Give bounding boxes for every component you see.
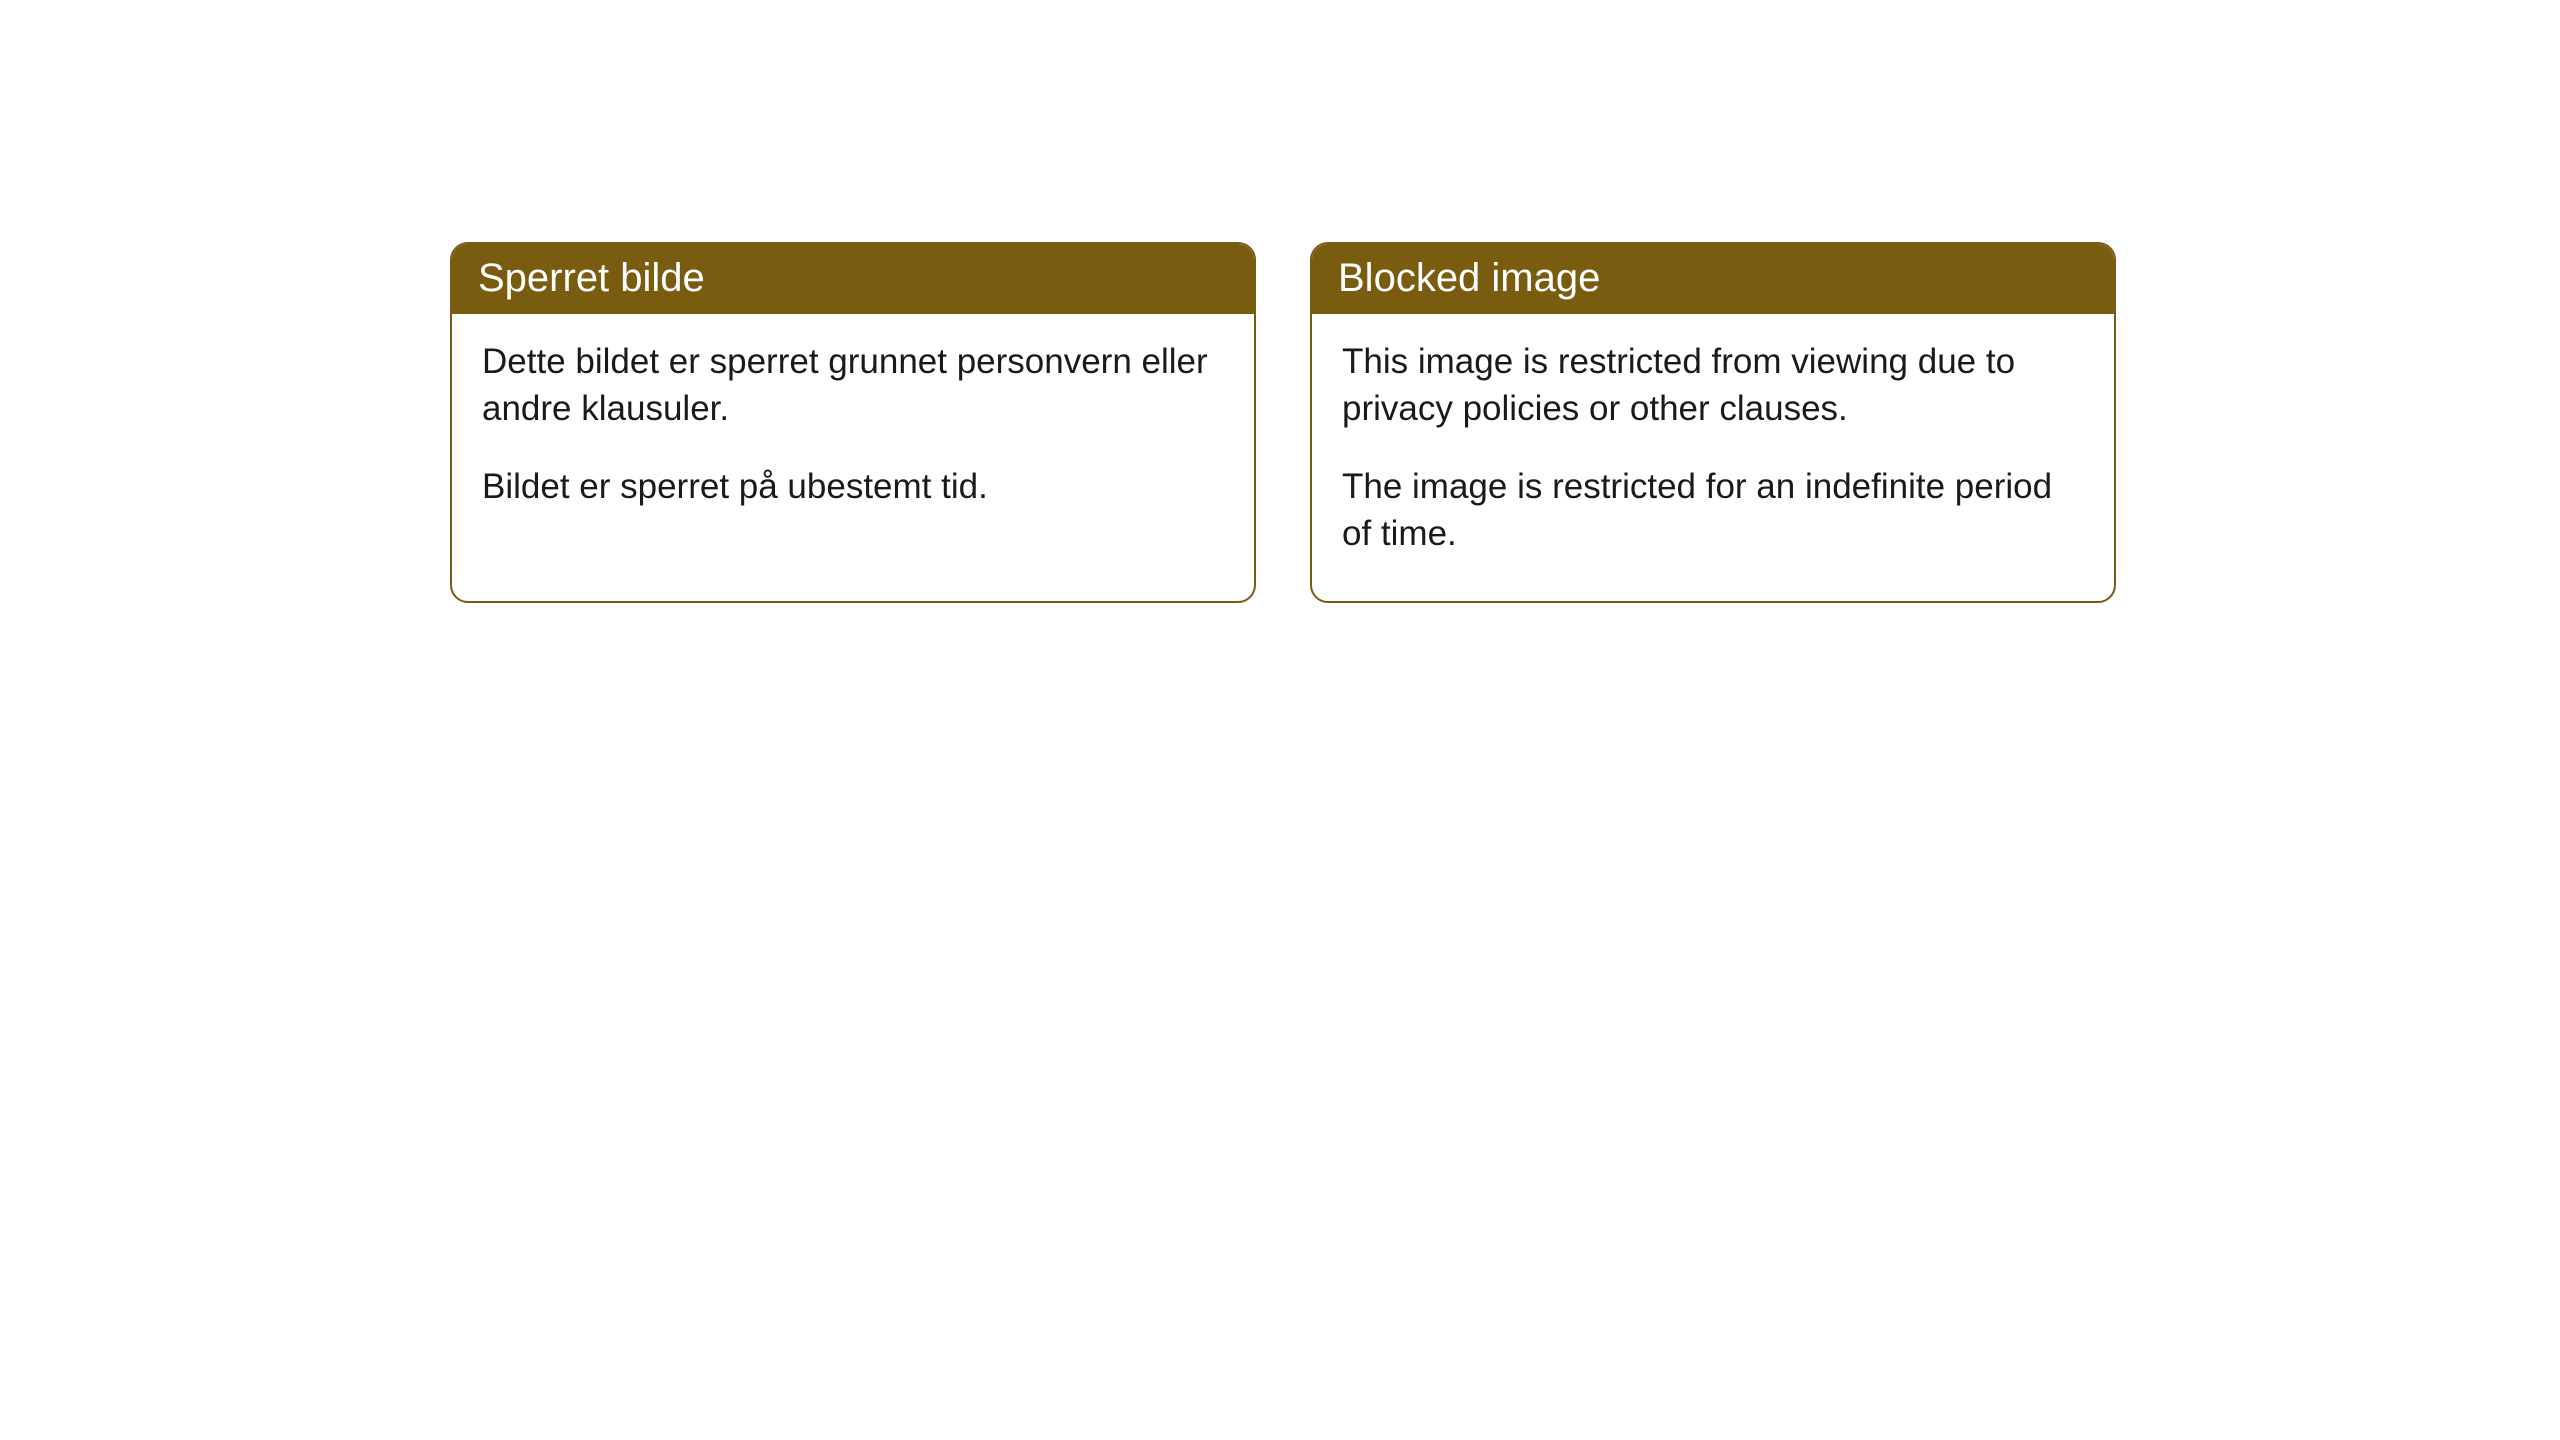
card-paragraph: Dette bildet er sperret grunnet personve… (482, 338, 1224, 433)
card-body: This image is restricted from viewing du… (1312, 314, 2114, 601)
card-title: Sperret bilde (478, 256, 705, 300)
card-paragraph: Bildet er sperret på ubestemt tid. (482, 463, 1224, 510)
blocked-image-card-norwegian: Sperret bilde Dette bildet er sperret gr… (450, 242, 1256, 603)
card-title: Blocked image (1338, 256, 1600, 300)
notice-cards-container: Sperret bilde Dette bildet er sperret gr… (0, 0, 2560, 603)
card-paragraph: The image is restricted for an indefinit… (1342, 463, 2084, 558)
card-header: Blocked image (1312, 244, 2114, 314)
blocked-image-card-english: Blocked image This image is restricted f… (1310, 242, 2116, 603)
card-paragraph: This image is restricted from viewing du… (1342, 338, 2084, 433)
card-header: Sperret bilde (452, 244, 1254, 314)
card-body: Dette bildet er sperret grunnet personve… (452, 314, 1254, 554)
